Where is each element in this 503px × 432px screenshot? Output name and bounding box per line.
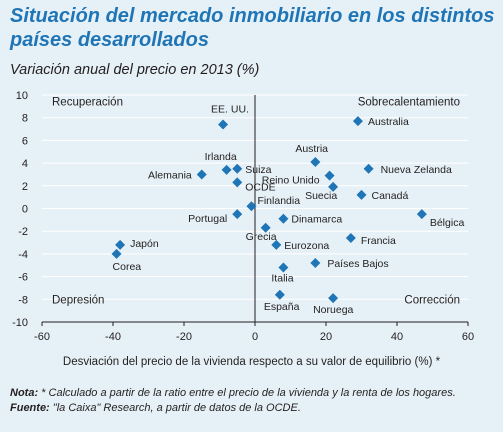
point-label-noruega: Noruega [313, 304, 353, 316]
point-label-espana: España [264, 301, 300, 313]
x-tick-label: -60 [34, 331, 50, 343]
y-tick-label: 8 [22, 113, 28, 125]
point-label-reino-unido: Reino Unido [262, 175, 320, 187]
quadrant-label-correccion: Corrección [404, 294, 460, 306]
point-marker-grecia [260, 222, 271, 233]
point-marker-irlanda [221, 164, 232, 175]
point-label-eurozona: Eurozona [284, 240, 329, 252]
point-marker-nueva-zelanda [363, 163, 374, 174]
point-label-austria: Austria [295, 143, 328, 155]
point-marker-corea [111, 248, 122, 259]
point-label-canada: Canadá [372, 190, 409, 202]
point-label-suiza: Suiza [245, 164, 271, 176]
point-marker-canada [356, 189, 367, 200]
x-tick-label: 20 [320, 331, 332, 343]
point-marker-reino-unido [324, 170, 335, 181]
point-marker-finlandia [246, 201, 257, 212]
y-tick-label: -4 [18, 249, 28, 261]
point-marker-francia [345, 233, 356, 244]
point-label-paises-bajos: Países Bajos [327, 258, 388, 270]
point-label-italia: Italia [271, 273, 293, 285]
point-label-irlanda: Irlanda [205, 151, 237, 163]
point-marker-espana [274, 289, 285, 300]
note-label: Nota: [10, 387, 39, 399]
chart-title: Situación del mercado inmobiliario en lo… [10, 5, 495, 51]
y-tick-label: 2 [22, 181, 28, 193]
y-tick-label: -6 [18, 272, 28, 284]
point-marker-suecia [328, 181, 339, 192]
point-marker-noruega [328, 293, 339, 304]
point-label-corea: Corea [113, 261, 142, 273]
chart-subtitle: Variación anual del precio en 2013 (%) [10, 62, 260, 78]
x-tick-label: 60 [462, 331, 474, 343]
x-tick-label: -40 [105, 331, 121, 343]
note-text: * Calculado a partir de la ratio entre e… [41, 387, 456, 399]
x-tick-label: -20 [176, 331, 192, 343]
plot-area: 10 8 6 4 2 0 -2 -4 -6 -8 -10 -60 -40 -20 0 20 40 60 Recupe… [0, 84, 503, 384]
point-marker-italia [278, 262, 289, 273]
source-label: Fuente: [10, 402, 50, 414]
point-marker-japon [115, 239, 126, 250]
y-tick-label: 0 [22, 204, 28, 216]
point-marker-portugal [232, 209, 243, 220]
point-label-alemania: Alemania [148, 169, 192, 181]
y-tick-label: 4 [22, 158, 28, 170]
point-marker-austria [310, 156, 321, 167]
quadrant-label-depresion: Depresión [52, 294, 104, 306]
point-marker-eurozona [271, 239, 282, 250]
y-tick-label: -10 [12, 317, 28, 329]
y-tick-label: 6 [22, 135, 28, 147]
point-label-dinamarca: Dinamarca [291, 214, 342, 226]
quadrant-label-sobrecalentamiento: Sobrecalentamiento [358, 97, 460, 109]
point-label-australia: Australia [368, 116, 409, 128]
x-tick-label: 0 [252, 331, 258, 343]
source-line: Fuente: "la Caixa" Research, a partir de… [10, 401, 495, 416]
point-label-francia: Francia [361, 235, 396, 247]
note-line: Nota: * Calculado a partir de la ratio e… [10, 386, 495, 401]
point-label-nueva-zelanda: Nueva Zelanda [381, 164, 452, 176]
point-marker-paises-bajos [310, 257, 321, 268]
point-label-ocde: OCDE [245, 181, 275, 193]
point-label-portugal: Portugal [188, 213, 227, 225]
y-tick-label: -2 [18, 226, 28, 238]
point-label-grecia: Grecia [246, 231, 277, 243]
point-marker-alemania [196, 169, 207, 180]
x-axis-title: Desviación del precio de la vivienda res… [62, 356, 441, 368]
point-label-finlandia: Finlandia [257, 195, 300, 207]
quadrant-label-recuperacion: Recuperación [52, 97, 123, 109]
point-marker-suiza [232, 163, 243, 174]
x-tick-label: 40 [391, 331, 403, 343]
y-tick-label: -8 [18, 294, 28, 306]
y-tick-label: 10 [16, 90, 28, 102]
point-label-ee-uu: EE. UU. [211, 104, 249, 116]
point-marker-belgica [416, 209, 427, 220]
point-label-belgica: Bélgica [430, 217, 465, 229]
footnotes: Nota: * Calculado a partir de la ratio e… [10, 386, 495, 416]
point-marker-ocde [232, 177, 243, 188]
point-marker-dinamarca [278, 213, 289, 224]
point-label-suecia: Suecia [305, 190, 337, 202]
point-label-japon: Japón [130, 238, 159, 250]
point-marker-ee-uu [218, 119, 229, 130]
point-marker-australia [352, 116, 363, 127]
source-text: "la Caixa" Research, a partir de datos d… [52, 402, 301, 414]
